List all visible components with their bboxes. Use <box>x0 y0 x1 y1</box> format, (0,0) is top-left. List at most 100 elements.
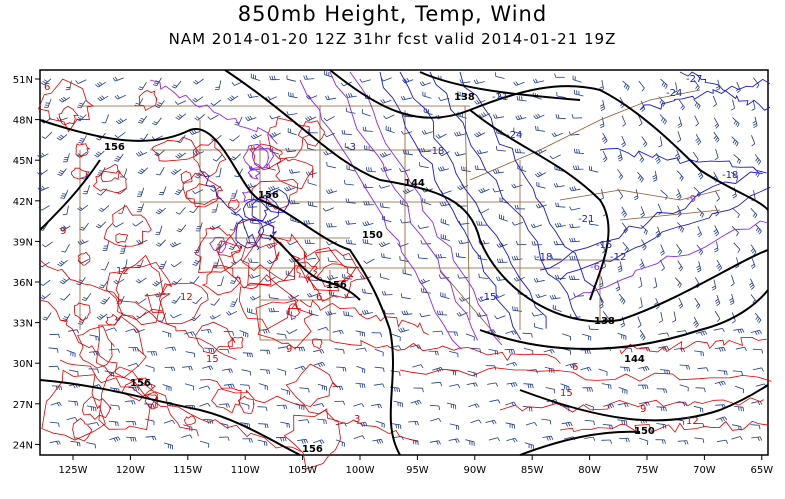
wind-barb-feather <box>343 255 345 260</box>
wind-barb <box>535 279 545 283</box>
wind-barb <box>269 297 279 300</box>
wind-barb-feather <box>699 176 704 180</box>
wind-barb-feather <box>150 351 153 356</box>
wind-barb <box>241 369 251 372</box>
wind-barb-feather <box>380 332 382 337</box>
wind-barb-feather <box>420 364 424 369</box>
wind-barb-feather <box>713 103 717 107</box>
wind-barb-feather <box>330 188 334 193</box>
wind-barb <box>40 169 48 176</box>
warm-temp-labels: 6 9 12 15 3 6 9 12 15 12 9 6 <box>44 82 699 427</box>
wind-barb-feather <box>696 305 701 309</box>
wind-barb-feather <box>196 174 200 177</box>
wind-barb <box>424 131 433 135</box>
wind-barb <box>654 277 658 287</box>
wind-barb-feather <box>417 224 421 229</box>
wind-barb-feather <box>370 167 372 172</box>
wind-barb-feather <box>303 439 306 444</box>
wind-barb-feather <box>307 116 311 121</box>
wind-barb-feather <box>495 382 499 387</box>
wind-barb-feather <box>642 367 646 372</box>
wind-barb-feather <box>460 239 463 244</box>
temp-contour-warm <box>275 157 314 190</box>
wind-barb-feather <box>624 229 628 234</box>
wind-barb-feather <box>664 439 666 444</box>
wind-barb <box>290 171 300 174</box>
wind-barb-feather <box>516 95 518 100</box>
wind-barb-feather <box>755 316 759 320</box>
wind-barb-feather <box>666 345 670 350</box>
wind-barb-feather <box>730 302 735 306</box>
wind-barb <box>391 333 401 338</box>
wind-barb-feather <box>345 93 349 98</box>
wind-barb <box>117 131 126 139</box>
wind-barb-feather <box>664 369 666 374</box>
wind-barb-feather <box>286 330 290 334</box>
wind-barb-feather <box>513 330 517 335</box>
wind-barb-feather <box>641 87 645 92</box>
wind-barb <box>499 217 508 222</box>
lon-tick-label: 95W <box>406 465 429 476</box>
wind-barb <box>178 152 187 159</box>
wind-barb <box>716 259 723 269</box>
wind-barb-feather <box>137 171 142 175</box>
wind-barb-feather <box>627 86 630 91</box>
wind-barb <box>488 349 498 352</box>
wind-barb-feather <box>602 156 607 161</box>
wind-barb-feather <box>695 137 699 142</box>
wind-barb-feather <box>573 255 576 260</box>
wind-barb-feather <box>619 176 624 180</box>
wind-barb-feather <box>588 325 591 330</box>
wind-barb <box>363 242 373 245</box>
temp-contour-warm <box>241 233 308 282</box>
wind-barb-feather <box>535 114 539 119</box>
wind-barb <box>496 294 505 299</box>
wind-barb-feather <box>511 221 515 226</box>
wind-barb <box>334 400 344 402</box>
wind-barb-feather <box>531 241 534 246</box>
wind-barb-feather <box>283 405 286 410</box>
wind-barb <box>138 239 148 245</box>
height-contour <box>39 119 401 456</box>
wind-barb-feather <box>423 129 427 134</box>
temp-label: -6 <box>590 262 600 273</box>
wind-barb-feather <box>516 240 518 245</box>
lat-tick-label: 51N <box>13 75 33 86</box>
wind-barb-feather <box>407 150 409 155</box>
wind-barb-feather <box>551 255 553 260</box>
wind-barb-feather <box>58 171 63 175</box>
wind-barb-feather <box>266 350 269 355</box>
wind-barb-feather <box>639 262 643 266</box>
wind-barb-feather <box>716 318 721 322</box>
wind-barb-feather <box>679 227 683 231</box>
wind-barb-feather <box>645 347 648 352</box>
wind-barb <box>753 77 760 86</box>
temp-contour-warm <box>39 299 199 437</box>
wind-barb-feather <box>623 83 627 88</box>
wind-barb-feather <box>756 173 760 178</box>
wind-barb-feather <box>474 133 478 138</box>
wind-barb-feather <box>442 166 445 171</box>
temp-contour-warm <box>227 199 240 211</box>
wind-barb-feather <box>113 327 117 332</box>
wind-barb-feather <box>573 186 577 191</box>
wind-barb-feather <box>37 172 41 176</box>
wind-barb-feather <box>79 115 84 119</box>
wind-barb <box>552 308 562 312</box>
wind-barb-feather <box>557 202 559 207</box>
wind-barb-feather <box>421 81 425 86</box>
wind-barb-feather <box>713 247 718 251</box>
wind-barb-feather <box>534 422 538 427</box>
wind-barb <box>64 244 70 253</box>
wind-barb <box>68 400 78 403</box>
wind-barb-feather <box>751 265 756 269</box>
height-label: 144 <box>404 178 425 189</box>
wind-barb-feather <box>232 156 236 159</box>
wind-barb-feather <box>437 167 441 172</box>
wind-barb-feather <box>98 384 102 389</box>
wind-barb-feather <box>741 371 743 376</box>
wind-barb-feather <box>660 252 665 256</box>
wind-barb-feather <box>559 222 562 227</box>
wind-barb <box>257 439 267 443</box>
wind-barb-feather <box>751 108 756 111</box>
